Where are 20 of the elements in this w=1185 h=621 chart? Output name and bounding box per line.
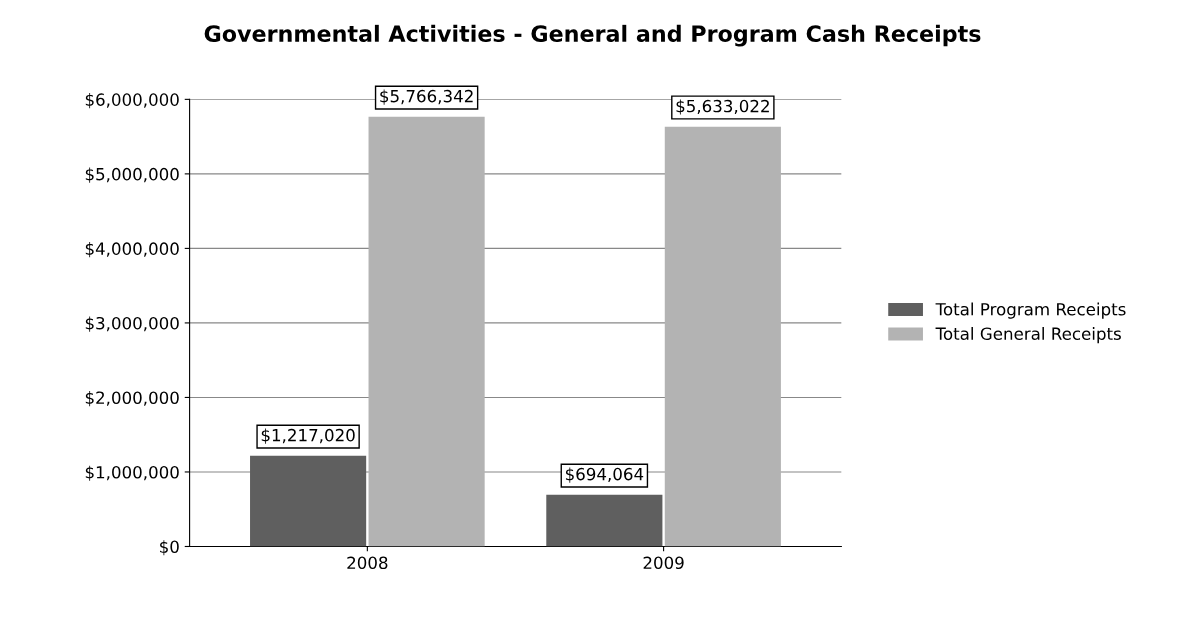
y-tick-label: $4,000,000 [85,242,179,258]
data-label: $5,633,022 [676,99,769,115]
bar [664,126,781,547]
y-tick-label: $5,000,000 [85,167,179,183]
y-tick-label: $3,000,000 [85,316,179,332]
x-tick-label: 2009 [643,556,684,570]
y-tick-label: $6,000,000 [85,93,179,109]
data-label: $5,766,342 [380,89,473,105]
bar [250,455,367,547]
x-tick-label: 2008 [347,556,388,570]
legend-label: Total Program Receipts [935,302,1126,319]
bar [546,494,663,547]
bar [368,116,485,547]
y-tick-label: $2,000,000 [85,391,179,407]
y-tick-label: $0 [160,540,179,556]
legend-label: Total General Receipts [935,327,1121,344]
data-label: $1,217,020 [261,428,355,444]
data-label: $694,064 [565,467,644,483]
chart-title: Governmental Activities - General and Program Cash Receipts [204,24,981,47]
y-tick-label: $1,000,000 [85,465,179,481]
